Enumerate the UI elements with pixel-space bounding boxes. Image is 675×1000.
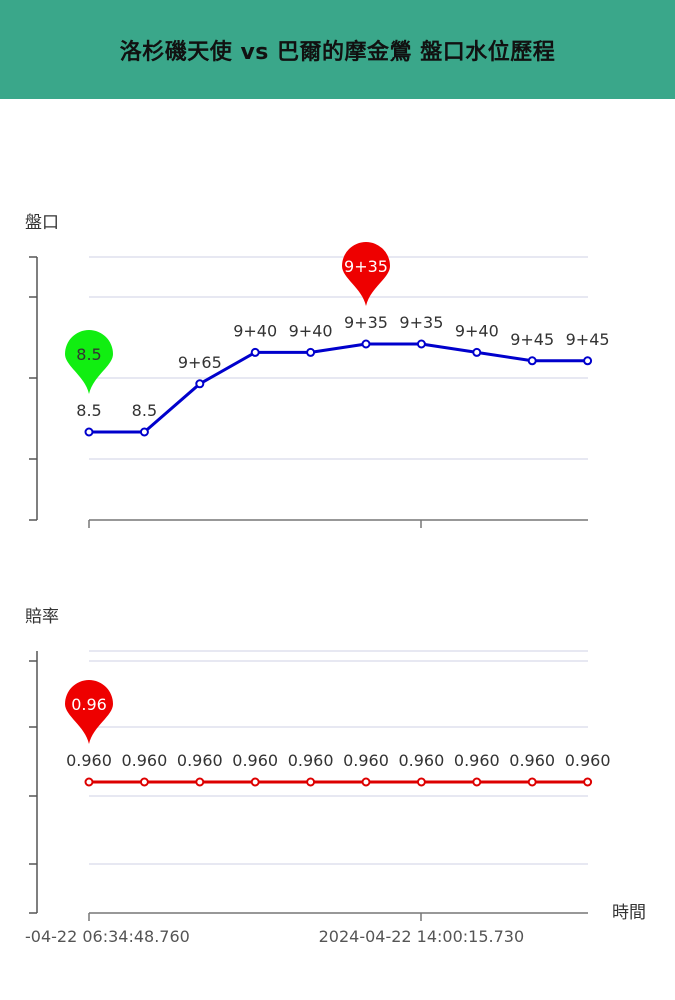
bottom-data-point bbox=[583, 777, 593, 787]
top-data-label: 9+45 bbox=[510, 330, 554, 349]
bottom-data-label: 0.960 bbox=[565, 751, 611, 770]
bottom-marker-shape bbox=[65, 680, 113, 744]
top-marker-pin: 9+35 bbox=[342, 242, 390, 306]
bottom-data-label: 0.960 bbox=[177, 751, 223, 770]
bottom-data-point bbox=[416, 777, 426, 787]
top-data-point bbox=[583, 356, 593, 366]
top-data-point bbox=[527, 356, 537, 366]
top-data-point bbox=[139, 427, 149, 437]
top-data-label: 9+45 bbox=[566, 330, 610, 349]
bottom-data-label: 0.960 bbox=[454, 751, 500, 770]
bottom-data-point bbox=[84, 777, 94, 787]
x-tick-label: -04-22 06:34:48.760 bbox=[25, 927, 190, 946]
bottom-chart-frame: 賠率 時間 bbox=[25, 607, 646, 923]
top-chart-frame: 盤口 bbox=[25, 213, 588, 528]
bottom-y-axis-label: 賠率 bbox=[25, 607, 59, 627]
top-marker-label: 8.5 bbox=[76, 345, 101, 364]
top-data-label: 9+40 bbox=[289, 321, 333, 340]
top-data-label: 8.5 bbox=[132, 401, 157, 420]
top-marker-label: 9+35 bbox=[344, 257, 388, 276]
x-tick-label: 2024-04-22 14:00:15.730 bbox=[319, 927, 525, 946]
top-data-label: 9+40 bbox=[233, 321, 277, 340]
top-data-point bbox=[84, 427, 94, 437]
top-data-point bbox=[416, 339, 426, 349]
bottom-x-axis-label: 時間 bbox=[612, 903, 646, 923]
bottom-data-label: 0.960 bbox=[398, 751, 444, 770]
bottom-data-label: 0.960 bbox=[509, 751, 555, 770]
top-data-label: 9+35 bbox=[344, 313, 388, 332]
chart-marks: 8.5 8.5 9+65 9+40 9+40 9+35 9+35 9+40 9+45 9+45 8.… bbox=[25, 242, 611, 946]
page-title: 洛杉磯天使 vs 巴爾的摩金鶯 盤口水位歷程 bbox=[119, 39, 556, 65]
bottom-data-point bbox=[527, 777, 537, 787]
bottom-data-point bbox=[195, 777, 205, 787]
bottom-data-label: 0.960 bbox=[343, 751, 389, 770]
top-data-point bbox=[472, 347, 482, 357]
bottom-data-label: 0.960 bbox=[121, 751, 167, 770]
top-data-label: 9+35 bbox=[399, 313, 443, 332]
top-data-point bbox=[195, 379, 205, 389]
bottom-data-point bbox=[472, 777, 482, 787]
bottom-data-point bbox=[250, 777, 260, 787]
top-data-label: 8.5 bbox=[76, 401, 101, 420]
bottom-data-point bbox=[361, 777, 371, 787]
top-series-line bbox=[89, 342, 588, 434]
bottom-data-label: 0.960 bbox=[232, 751, 278, 770]
top-marker-shape bbox=[65, 330, 113, 394]
page-header: 洛杉磯天使 vs 巴爾的摩金鶯 盤口水位歷程 bbox=[0, 0, 675, 99]
top-data-point bbox=[250, 347, 260, 357]
bottom-data-point bbox=[306, 777, 316, 787]
top-data-label: 9+65 bbox=[178, 353, 222, 372]
bottom-data-point bbox=[139, 777, 149, 787]
bottom-marker-label: 0.96 bbox=[71, 695, 107, 714]
top-data-point bbox=[361, 339, 371, 349]
top-marker-pin: 8.5 bbox=[65, 330, 113, 394]
top-data-point bbox=[306, 347, 316, 357]
top-data-label: 9+40 bbox=[455, 321, 499, 340]
top-y-axis-label: 盤口 bbox=[25, 213, 59, 233]
top-marker-shape bbox=[342, 242, 390, 306]
bottom-data-label: 0.960 bbox=[66, 751, 112, 770]
bottom-marker-pin: 0.96 bbox=[65, 680, 113, 744]
bottom-data-label: 0.960 bbox=[288, 751, 334, 770]
